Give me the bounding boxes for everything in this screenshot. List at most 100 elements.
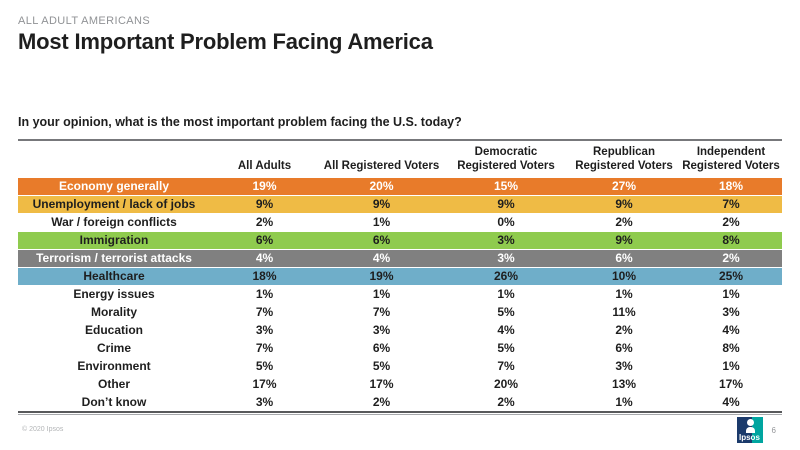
row-label: Morality [90,305,137,320]
column-header: Independent Registered Voters [682,146,780,172]
results-table-header: All Adults All Registered Voters Democrati… [18,141,782,178]
cell-value: 2% [372,395,391,410]
cell-value: 19% [369,269,394,284]
column-header: All Adults [237,159,292,172]
row-label: Other [97,377,130,392]
row-label: Healthcare [83,269,145,284]
results-table-wrap: All Adults All Registered Voters Democrati… [18,139,782,416]
row-label: Unemployment / lack of jobs [32,197,196,212]
table-row: Immigration 6% 6% 3% 9% 8% [18,231,782,250]
cell-value: 6% [615,341,633,356]
cell-value: 2% [722,251,740,266]
cell-value: 4% [497,323,515,338]
cell-value: 9% [255,197,274,212]
table-row: Other 17% 17% 20% 13% 17% [18,375,782,394]
cell-value: 2% [615,323,633,338]
cell-value: 10% [611,269,637,284]
row-label: Don’t know [81,395,147,410]
results-table-body: Economy generally 19% 20% 15% 27% 18% Unemploy… [18,177,782,412]
header-row: All Adults All Registered Voters Democrati… [18,141,782,178]
cell-value: 20% [369,179,394,194]
cell-value: 26% [493,269,519,284]
cell-value: 1% [722,359,740,374]
cell-value: 13% [611,377,637,392]
table-row: Unemployment / lack of jobs 9% 9% 9% 9% 7% [18,195,782,214]
cell-value: 5% [372,359,391,374]
ipsos-logo-person-icon [746,419,755,433]
cell-value: 1% [372,287,391,302]
copyright-text: © 2020 Ipsos [22,426,64,433]
cell-value: 17% [252,377,277,392]
page-number: 6 [771,426,776,435]
table-row: Education 3% 3% 4% 2% 4% [18,321,782,340]
cell-value: 1% [497,287,515,302]
cell-value: 2% [615,215,633,230]
cell-value: 7% [255,305,274,320]
table-row: Terrorism / terrorist attacks 4% 4% 3% 6% 2% [18,249,782,268]
corner-cell [18,141,210,178]
cell-value: 2% [497,395,515,410]
cell-value: 7% [497,359,515,374]
cell-value: 6% [372,233,391,248]
cell-value: 7% [372,305,391,320]
results-table: All Adults All Registered Voters Democrati… [18,141,782,411]
cell-value: 25% [718,269,744,284]
cell-value: 3% [722,305,740,320]
row-label: Environment [77,359,151,374]
cell-value: 3% [497,233,515,248]
table-row: Crime 7% 6% 5% 6% 8% [18,339,782,358]
cell-value: 0% [497,215,515,230]
table-row: Don’t know 3% 2% 2% 1% 4% [18,393,782,412]
column-header: All Registered Voters [323,159,440,172]
cell-value: 3% [615,359,633,374]
ipsos-logo-teal-panel [752,417,763,443]
cell-value: 1% [615,395,633,410]
table-row: Healthcare 18% 19% 26% 10% 25% [18,267,782,286]
row-label: Education [84,323,143,338]
cell-value: 7% [722,197,740,212]
cell-value: 1% [615,287,633,302]
cell-value: 4% [722,323,740,338]
cell-value: 19% [252,179,277,194]
table-row: Energy issues 1% 1% 1% 1% 1% [18,285,782,304]
row-label: Immigration [79,233,149,248]
cell-value: 9% [615,233,633,248]
cell-value: 3% [372,323,391,338]
cell-value: 4% [255,251,274,266]
row-label: Economy generally [58,179,170,194]
cell-value: 9% [497,197,515,212]
cell-value: 8% [722,233,740,248]
cell-value: 3% [497,251,515,266]
row-label: War / foreign conflicts [51,215,177,230]
cell-value: 2% [722,215,740,230]
cell-value: 27% [611,179,637,194]
cell-value: 3% [255,395,274,410]
cell-value: 6% [255,233,274,248]
cell-value: 1% [372,215,391,230]
cell-value: 5% [497,341,515,356]
cell-value: 6% [372,341,391,356]
cell-value: 9% [615,197,633,212]
table-row: Economy generally 19% 20% 15% 27% 18% [18,177,782,196]
table-row: Morality 7% 7% 5% 11% 3% [18,303,782,322]
cell-value: 6% [615,251,633,266]
eyebrow: ALL ADULT AMERICANS [18,15,151,27]
column-header: Democratic Registered Voters [457,146,555,172]
cell-value: 15% [493,179,519,194]
row-label: Terrorism / terrorist attacks [36,251,192,266]
cell-value: 9% [372,197,391,212]
cell-value: 2% [255,215,274,230]
page-title: Most Important Problem Facing America [18,29,433,54]
cell-value: 8% [722,341,740,356]
row-label: Crime [96,341,131,356]
cell-value: 20% [493,377,519,392]
cell-value: 17% [369,377,394,392]
cell-value: 7% [255,341,274,356]
survey-question: In your opinion, what is the most import… [18,115,462,130]
cell-value: 17% [718,377,744,392]
cell-value: 18% [718,179,744,194]
cell-value: 5% [255,359,274,374]
cell-value: 1% [255,287,274,302]
cell-value: 4% [722,395,740,410]
